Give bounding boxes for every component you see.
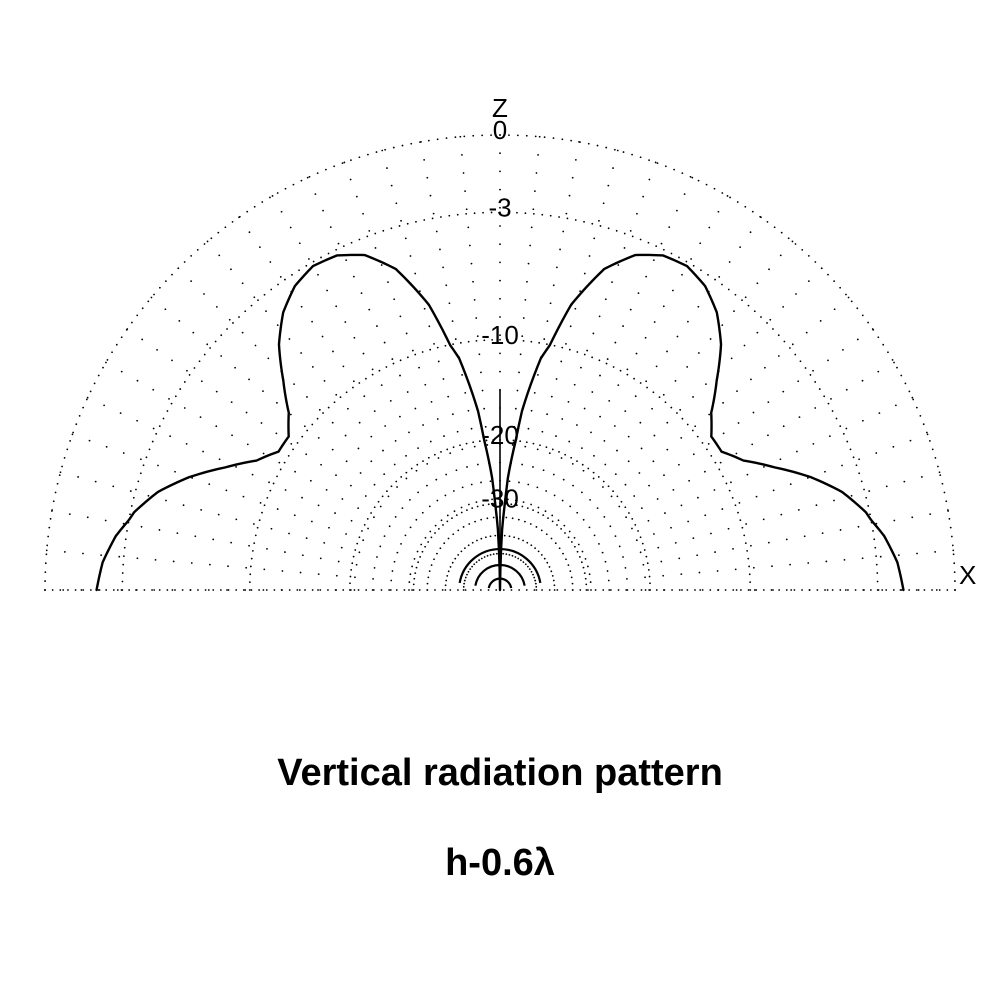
ring-label: -3: [488, 192, 511, 222]
radiation-pattern-figure: 0-3-10-20-30ZX Vertical radiation patter…: [0, 0, 1000, 1000]
axis-label-z: Z: [492, 93, 508, 123]
caption-text-1: Vertical radiation pattern: [277, 752, 723, 794]
axis-label-x: X: [959, 560, 976, 590]
ring-label: -20: [481, 420, 519, 450]
caption-text-2: h-0.6λ: [445, 842, 555, 884]
caption-line-1: Vertical radiation pattern: [0, 752, 1000, 795]
ring-label: -10: [481, 320, 519, 350]
caption-line-2: h-0.6λ: [0, 842, 1000, 885]
ring-label: -30: [481, 484, 519, 514]
